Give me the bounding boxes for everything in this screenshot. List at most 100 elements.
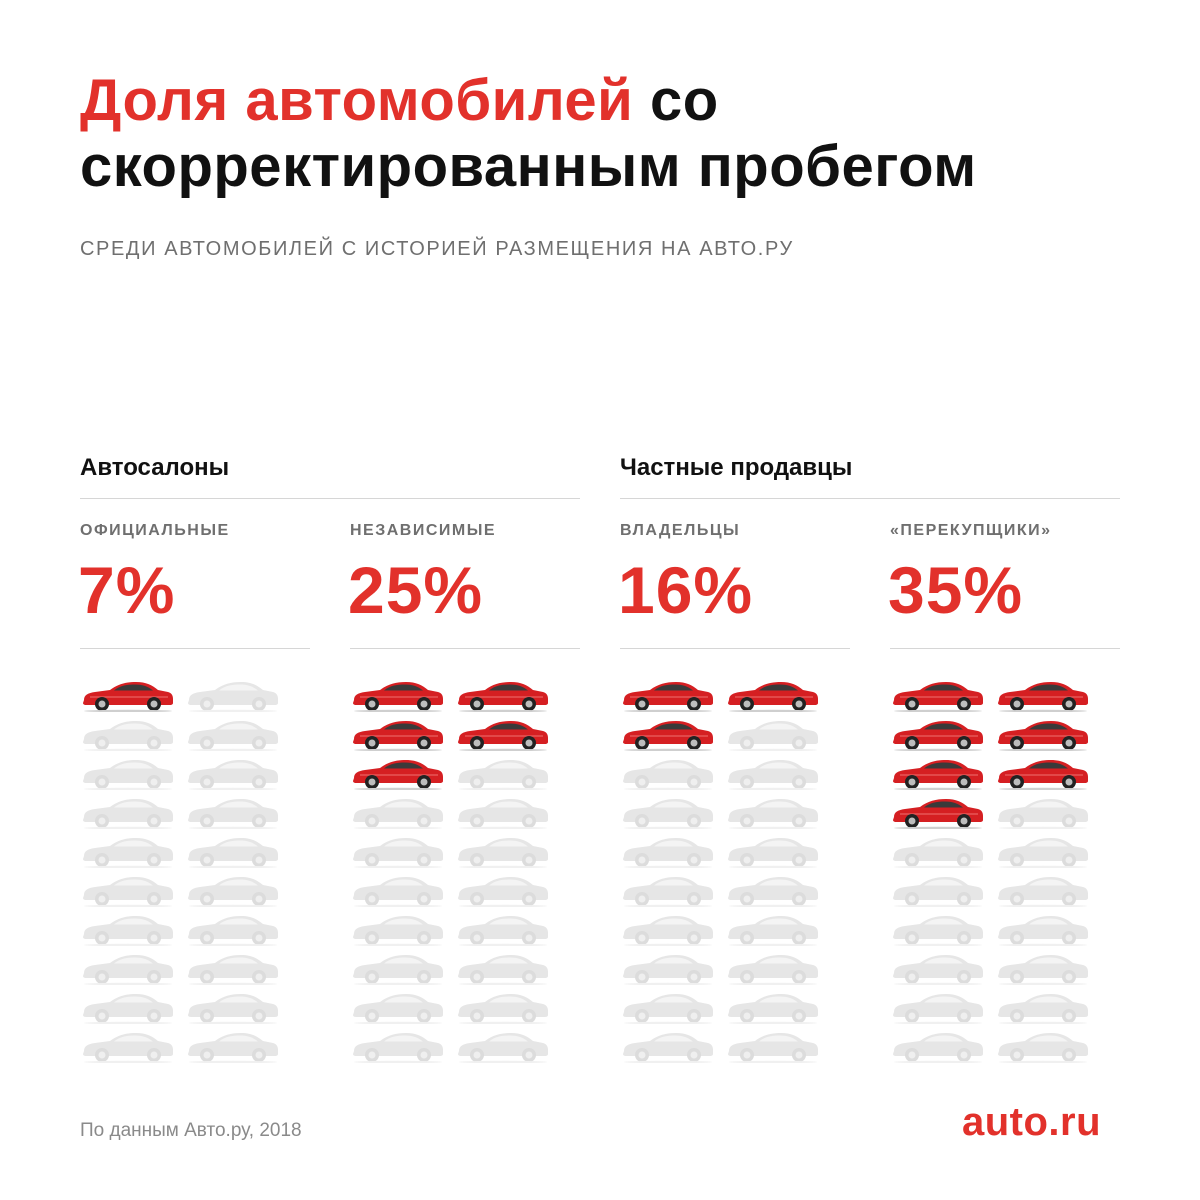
car-icon bbox=[350, 871, 446, 907]
car-icon bbox=[350, 988, 446, 1024]
auto-ru-logo: auto.ru bbox=[962, 1100, 1102, 1144]
car-icon bbox=[185, 949, 281, 985]
car-icon bbox=[185, 988, 281, 1024]
car-icon bbox=[725, 754, 821, 790]
car-icon bbox=[80, 910, 176, 946]
category-label-independent: НЕЗАВИСИМЫЕ bbox=[350, 522, 497, 539]
car-icon bbox=[185, 1027, 281, 1063]
car-icon bbox=[350, 832, 446, 868]
category-value-official: 7% bbox=[78, 553, 176, 627]
car-icon bbox=[620, 871, 716, 907]
car-icon bbox=[995, 793, 1091, 829]
group-divider-dealers bbox=[80, 498, 580, 499]
car-icon bbox=[80, 1027, 176, 1063]
title-rest: со скорректированным пробегом bbox=[80, 68, 977, 199]
car-icon bbox=[620, 949, 716, 985]
car-icon bbox=[995, 949, 1091, 985]
car-icon bbox=[80, 715, 176, 751]
car-icon bbox=[995, 910, 1091, 946]
car-icon bbox=[80, 871, 176, 907]
car-icon bbox=[995, 1027, 1091, 1063]
category-divider-official bbox=[80, 648, 310, 649]
group-title-dealers: Автосалоны bbox=[80, 454, 230, 481]
car-icon bbox=[620, 832, 716, 868]
car-icon bbox=[995, 871, 1091, 907]
car-icon bbox=[185, 676, 281, 712]
car-icon bbox=[80, 832, 176, 868]
category-label-resellers: «ПЕРЕКУПЩИКИ» bbox=[890, 522, 1052, 539]
car-icon-highlighted bbox=[455, 715, 551, 751]
car-icon bbox=[725, 988, 821, 1024]
category-label-official: ОФИЦИАЛЬНЫЕ bbox=[80, 522, 230, 539]
car-icon bbox=[185, 871, 281, 907]
category-divider-independent bbox=[350, 648, 580, 649]
category-divider-resellers bbox=[890, 648, 1120, 649]
car-icon-highlighted bbox=[890, 676, 986, 712]
car-icon bbox=[185, 832, 281, 868]
car-icon bbox=[995, 988, 1091, 1024]
car-icon bbox=[455, 832, 551, 868]
car-icon bbox=[725, 871, 821, 907]
car-icon bbox=[185, 754, 281, 790]
car-icon-highlighted bbox=[725, 676, 821, 712]
car-icon-highlighted bbox=[620, 676, 716, 712]
car-icon-highlighted bbox=[350, 754, 446, 790]
car-icon bbox=[725, 832, 821, 868]
car-icon bbox=[890, 910, 986, 946]
car-icon bbox=[620, 793, 716, 829]
car-icon bbox=[620, 988, 716, 1024]
car-icon bbox=[890, 988, 986, 1024]
car-icon-highlighted bbox=[80, 676, 176, 712]
car-icon bbox=[890, 949, 986, 985]
car-icon bbox=[185, 910, 281, 946]
car-icon bbox=[455, 910, 551, 946]
car-icon bbox=[455, 793, 551, 829]
car-icon-highlighted bbox=[995, 715, 1091, 751]
car-icon bbox=[80, 793, 176, 829]
car-icon bbox=[620, 754, 716, 790]
car-icon bbox=[80, 988, 176, 1024]
car-icon-highlighted bbox=[890, 793, 986, 829]
car-icon bbox=[725, 1027, 821, 1063]
car-icon bbox=[890, 871, 986, 907]
title-accent: Доля автомобилей bbox=[80, 68, 634, 133]
car-icon bbox=[350, 793, 446, 829]
source-note: По данным Авто.ру, 2018 bbox=[80, 1120, 302, 1141]
car-icon bbox=[995, 832, 1091, 868]
car-icon bbox=[620, 1027, 716, 1063]
car-icon bbox=[455, 871, 551, 907]
car-icon bbox=[455, 1027, 551, 1063]
car-icon bbox=[350, 910, 446, 946]
car-icon-highlighted bbox=[995, 676, 1091, 712]
car-icon-highlighted bbox=[995, 754, 1091, 790]
car-icon bbox=[350, 949, 446, 985]
car-icon bbox=[185, 793, 281, 829]
car-icon bbox=[185, 715, 281, 751]
category-value-resellers: 35% bbox=[888, 553, 1024, 627]
subtitle: СРЕДИ АВТОМОБИЛЕЙ С ИСТОРИЕЙ РАЗМЕЩЕНИЯ … bbox=[80, 238, 794, 260]
car-icon bbox=[455, 754, 551, 790]
car-icon-highlighted bbox=[890, 754, 986, 790]
car-icon bbox=[725, 793, 821, 829]
page-title: Доля автомобилей со скорректированным пр… bbox=[80, 68, 1140, 200]
category-label-owners: ВЛАДЕЛЬЦЫ bbox=[620, 522, 741, 539]
car-icon-highlighted bbox=[455, 676, 551, 712]
car-icon bbox=[890, 832, 986, 868]
car-icon bbox=[725, 949, 821, 985]
car-icon bbox=[80, 949, 176, 985]
car-icon-highlighted bbox=[890, 715, 986, 751]
group-divider-private bbox=[620, 498, 1120, 499]
category-value-independent: 25% bbox=[348, 553, 484, 627]
group-title-private: Частные продавцы bbox=[620, 454, 853, 481]
car-icon bbox=[80, 754, 176, 790]
car-icon bbox=[350, 1027, 446, 1063]
car-icon-highlighted bbox=[350, 676, 446, 712]
car-icon-highlighted bbox=[620, 715, 716, 751]
category-divider-owners bbox=[620, 648, 850, 649]
car-icon bbox=[455, 949, 551, 985]
car-icon bbox=[620, 910, 716, 946]
car-icon bbox=[725, 910, 821, 946]
car-icon-highlighted bbox=[350, 715, 446, 751]
category-value-owners: 16% bbox=[618, 553, 754, 627]
car-icon bbox=[455, 988, 551, 1024]
